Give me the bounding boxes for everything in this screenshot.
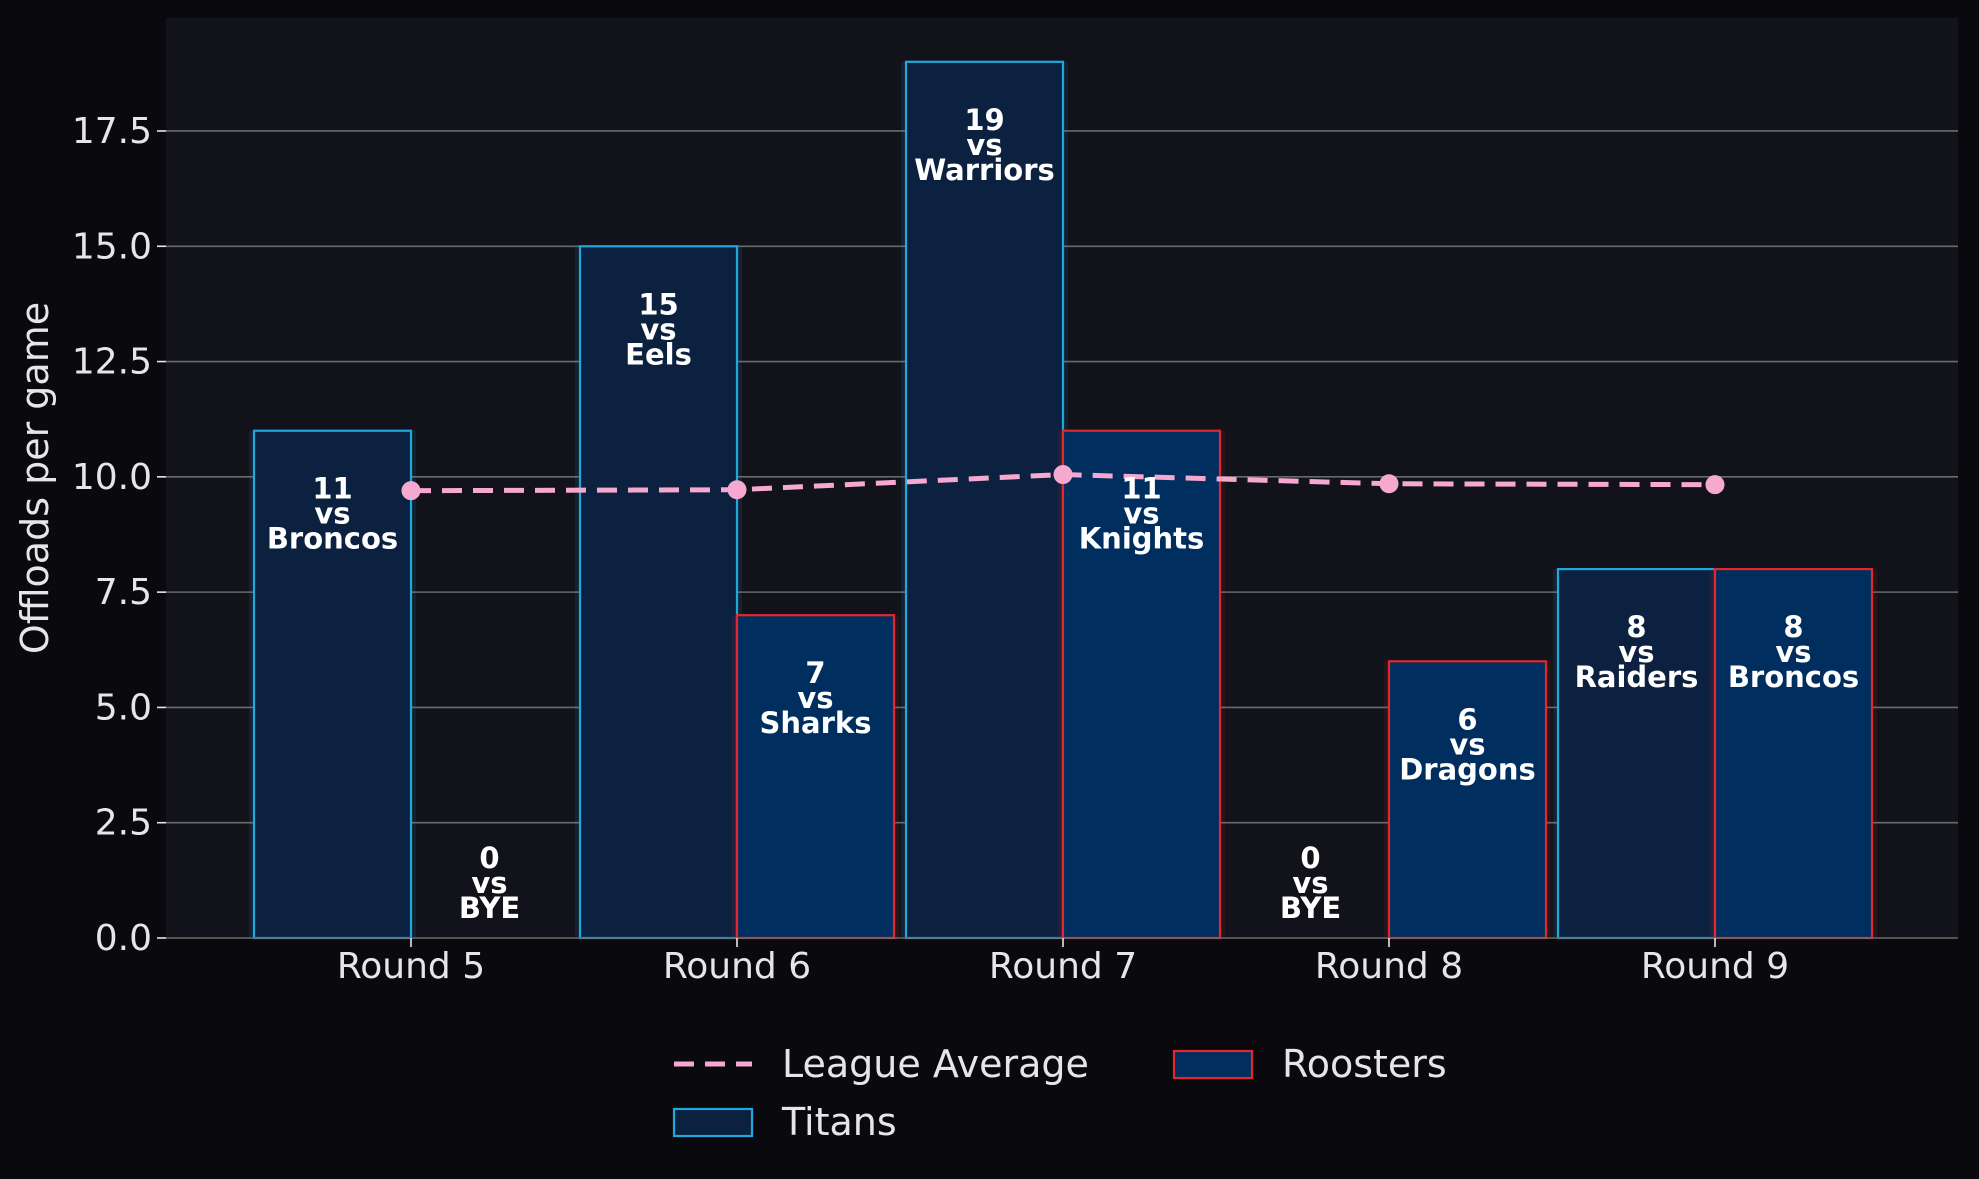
x-tick-label: Round 5 [337,946,485,987]
league-average-point [1379,474,1399,494]
y-tick-label: 7.5 [95,572,152,613]
legend-swatch-titans [672,1107,754,1138]
bar-label: Sharks [760,706,872,740]
legend-label: Roosters [1282,1042,1447,1086]
bar-label: vs [1775,635,1811,669]
legend-label: Titans [781,1100,897,1144]
legend-label: League Average [782,1042,1089,1086]
bar-label: 19 [964,103,1004,137]
bar-roosters [1387,660,1548,940]
league-average-point [727,480,747,500]
y-tick-label: 2.5 [95,803,152,844]
bar-label: 0 [479,841,499,875]
bar-label: 8 [1783,610,1803,644]
bar-label: 11 [312,472,352,506]
bar-label: vs [314,497,350,531]
x-tick-label: Round 6 [663,946,811,987]
bar-titans [1556,567,1717,940]
bar-label: vs [640,312,676,346]
bar-label: Eels [625,337,692,371]
axes: 0.0 2.5 5.0 7.5 10.0 12.5 15.0 17.5 Round 5 Round… [72,111,1958,987]
y-axis-title: Offloads per game [13,302,57,654]
bar-label: 6 [1457,702,1477,736]
league-average-point [1705,475,1725,495]
legend-swatch-roosters [1172,1049,1254,1080]
bar-label: vs [471,866,507,900]
y-tick-label: 12.5 [72,342,152,383]
bar-label: Broncos [1728,660,1859,694]
y-tick-label: 0.0 [95,918,152,959]
league-average-point [1053,465,1073,485]
y-tick-label: 15.0 [72,226,152,267]
bar-label: 0 [1300,841,1320,875]
bar-label: 15 [638,287,678,321]
bar-label: 11 [1121,472,1161,506]
x-tick-label: Round 7 [989,946,1137,987]
league-average-line [401,465,1725,501]
x-tick-label: Round 9 [1641,946,1789,987]
y-tick-label: 10.0 [72,457,152,498]
bar-roosters [1713,567,1874,940]
bar-label: 7 [805,656,825,690]
bars [249,60,1877,940]
bar-label: Broncos [267,522,398,556]
bar-titans [578,245,739,940]
bar-label: BYE [1280,891,1341,925]
bar-label: vs [1292,866,1328,900]
league-average-point [401,481,421,501]
bar-label: vs [1618,635,1654,669]
bar-label: vs [797,681,833,715]
bar-label: Knights [1079,522,1205,556]
bar-titans [904,60,1065,940]
bar-label: 8 [1626,610,1646,644]
bar-label: vs [966,128,1002,162]
y-tick-label: 5.0 [95,687,152,728]
y-tick-label: 17.5 [72,111,152,152]
bar-titans [252,429,413,940]
bar-roosters [735,614,896,940]
bar-labels: 11vsBroncos15vsEels19vsWarriors0vsBYE8vs… [267,103,1859,925]
bar-label: vs [1449,727,1485,761]
legend: League Average Titans Roosters [672,1042,1447,1144]
bar-label: Raiders [1575,660,1699,694]
x-tick-label: Round 8 [1315,946,1463,987]
bar-roosters [1061,429,1222,940]
bar-label: Warriors [914,153,1055,187]
bar-label: Dragons [1399,752,1536,786]
bar-label: BYE [459,891,520,925]
bar-label: vs [1123,497,1159,531]
